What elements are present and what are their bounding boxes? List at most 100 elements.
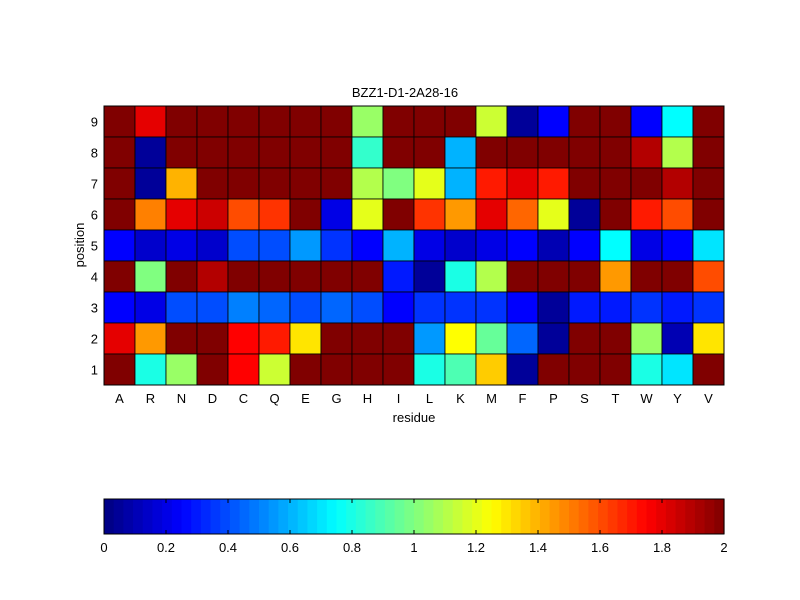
heatmap-cell-G-1 — [320, 353, 353, 386]
heatmap-cell-W-8 — [630, 136, 663, 169]
colorbar-segment — [588, 499, 599, 534]
colorbar-segment — [317, 499, 328, 534]
colorbar-segment — [162, 499, 173, 534]
heatmap-cell-E-8 — [289, 136, 322, 169]
colorbar-segment — [636, 499, 648, 534]
colorbar-segment — [249, 499, 260, 534]
heatmap-cell-R-1 — [134, 353, 167, 386]
colorbar — [104, 499, 725, 534]
heatmap-cell-N-1 — [165, 353, 198, 386]
heatmap-cell-Y-7 — [661, 167, 694, 200]
heatmap-cell-S-4 — [568, 260, 601, 293]
heatmap-cell-H-8 — [351, 136, 384, 169]
y-tick-label: 5 — [91, 239, 98, 254]
heatmap-cell-C-8 — [227, 136, 260, 169]
heatmap-cell-C-3 — [227, 291, 260, 324]
heatmap-cell-T-9 — [599, 105, 632, 138]
colorbar-segment — [171, 499, 183, 534]
heatmap-cell-W-4 — [630, 260, 663, 293]
colorbar-segment — [462, 499, 473, 534]
colorbar-segment — [423, 499, 434, 534]
heatmap-cell-L-3 — [413, 291, 446, 324]
heatmap-cell-A-8 — [103, 136, 136, 169]
heatmap-cell-F-7 — [506, 167, 539, 200]
heatmap-cell-P-4 — [537, 260, 570, 293]
heatmap-cell-H-7 — [351, 167, 384, 200]
heatmap-cell-V-5 — [692, 229, 725, 262]
heatmap-cell-C-9 — [227, 105, 260, 138]
heatmap-cell-G-6 — [320, 198, 353, 231]
heatmap-cell-Y-8 — [661, 136, 694, 169]
heatmap-cell-M-4 — [475, 260, 508, 293]
colorbar-segment — [142, 499, 154, 534]
colorbar-tick-label: 0 — [100, 540, 107, 555]
colorbar-segment — [481, 499, 493, 534]
colorbar-segment — [239, 499, 250, 534]
x-tick-label: G — [331, 391, 341, 406]
colorbar-segment — [375, 499, 386, 534]
y-tick-label: 7 — [91, 177, 98, 192]
heatmap-cell-V-4 — [692, 260, 725, 293]
colorbar-segment — [229, 499, 241, 534]
heatmap-cell-K-5 — [444, 229, 477, 262]
x-tick-label: D — [208, 391, 217, 406]
x-tick-label: H — [363, 391, 372, 406]
heatmap-cell-T-5 — [599, 229, 632, 262]
heatmap-cell-F-3 — [506, 291, 539, 324]
heatmap-cell-H-1 — [351, 353, 384, 386]
heatmap-cell-M-7 — [475, 167, 508, 200]
heatmap-cell-S-5 — [568, 229, 601, 262]
x-tick-label: A — [115, 391, 124, 406]
colorbar-segment — [510, 499, 522, 534]
heatmap-cell-Q-4 — [258, 260, 291, 293]
heatmap-cell-I-4 — [382, 260, 415, 293]
x-tick-label: Q — [269, 391, 279, 406]
heatmap-cell-R-2 — [134, 322, 167, 355]
y-axis-label: position — [72, 223, 87, 268]
heatmap-cell-A-5 — [103, 229, 136, 262]
heatmap-cell-Y-6 — [661, 198, 694, 231]
colorbar-segment — [191, 499, 202, 534]
heatmap-cell-N-5 — [165, 229, 198, 262]
heatmap-cell-P-8 — [537, 136, 570, 169]
colorbar-segment — [181, 499, 192, 534]
heatmap-cell-N-8 — [165, 136, 198, 169]
colorbar-segment — [704, 499, 715, 534]
heatmap-cell-Q-6 — [258, 198, 291, 231]
heatmap-cell-V-2 — [692, 322, 725, 355]
heatmap-cell-E-4 — [289, 260, 322, 293]
heatmap-cell-S-6 — [568, 198, 601, 231]
heatmap-cell-Q-2 — [258, 322, 291, 355]
colorbar-segment — [627, 499, 638, 534]
heatmap-cell-A-2 — [103, 322, 136, 355]
x-tick-label: N — [177, 391, 186, 406]
heatmap-cell-P-9 — [537, 105, 570, 138]
colorbar-tick-label: 1.4 — [529, 540, 547, 555]
heatmap-cell-E-2 — [289, 322, 322, 355]
colorbar-tick-label: 0.6 — [281, 540, 299, 555]
heatmap-cell-F-2 — [506, 322, 539, 355]
heatmap-cell-Y-3 — [661, 291, 694, 324]
heatmap-cell-C-1 — [227, 353, 260, 386]
colorbar-segment — [578, 499, 589, 534]
heatmap-cell-V-9 — [692, 105, 725, 138]
heatmap-cell-Y-9 — [661, 105, 694, 138]
x-tick-label: K — [456, 391, 465, 406]
colorbar-segment — [549, 499, 560, 534]
heatmap-cell-L-9 — [413, 105, 446, 138]
heatmap-cell-I-9 — [382, 105, 415, 138]
colorbar-segment — [394, 499, 405, 534]
colorbar-segment — [104, 499, 115, 534]
colorbar-segment — [307, 499, 318, 534]
heatmap-cell-S-7 — [568, 167, 601, 200]
heatmap-cell-R-8 — [134, 136, 167, 169]
heatmap-cell-M-2 — [475, 322, 508, 355]
heatmap-cell-L-5 — [413, 229, 446, 262]
heatmap-cell-F-1 — [506, 353, 539, 386]
colorbar-segment — [355, 499, 367, 534]
heatmap-cell-L-8 — [413, 136, 446, 169]
colorbar-segment — [123, 499, 134, 534]
colorbar-tick-labels: 0 0.2 0.4 0.6 0.8 1 1.2 1.4 1.6 1.8 2 — [100, 499, 728, 555]
heatmap-cell-T-3 — [599, 291, 632, 324]
